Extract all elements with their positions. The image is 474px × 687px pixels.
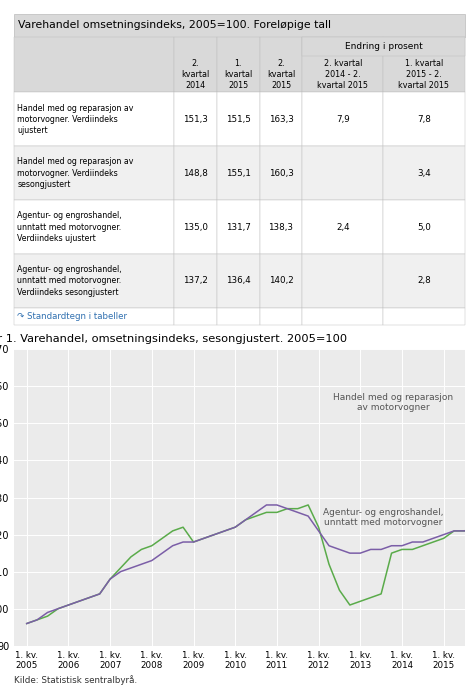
Bar	[14, 37, 174, 92]
Bar	[14, 308, 174, 325]
Text: Kilde: Statistisk sentralbyrå.: Kilde: Statistisk sentralbyrå.	[14, 675, 137, 685]
Bar	[383, 37, 465, 92]
Bar	[14, 92, 174, 146]
Bar	[260, 92, 302, 146]
Text: 2. kvartal
2014 - 2.
kvartal 2015: 2. kvartal 2014 - 2. kvartal 2015	[318, 58, 368, 90]
Bar	[174, 200, 217, 254]
Bar	[383, 254, 465, 308]
Bar	[174, 146, 217, 200]
Bar	[302, 254, 383, 308]
Text: 135,0: 135,0	[183, 223, 208, 232]
Bar	[302, 146, 383, 200]
Text: 138,3: 138,3	[269, 223, 293, 232]
Bar	[14, 200, 174, 254]
Text: Handel med og reparasjon av
motorvogner. Verdiindeks
sesongjustert: Handel med og reparasjon av motorvogner.…	[18, 157, 134, 189]
Bar	[217, 37, 260, 92]
Text: Varehandel omsetningsindeks, 2005=100. Foreløpige tall: Varehandel omsetningsindeks, 2005=100. F…	[18, 21, 331, 30]
Bar	[14, 146, 174, 200]
Bar	[174, 254, 217, 308]
Text: 151,5: 151,5	[226, 115, 251, 124]
Text: 131,7: 131,7	[226, 223, 251, 232]
Text: Endring i prosent: Endring i prosent	[345, 42, 422, 52]
Bar	[383, 146, 465, 200]
Bar	[14, 14, 465, 37]
Bar	[383, 200, 465, 254]
Text: 3,4: 3,4	[417, 168, 431, 177]
Text: 137,2: 137,2	[183, 276, 208, 285]
Text: Handel med og reparasjon av
motorvogner. Verdiindeks
ujustert: Handel med og reparasjon av motorvogner.…	[18, 104, 134, 135]
Bar	[260, 308, 302, 325]
Text: 2,8: 2,8	[417, 276, 431, 285]
Text: Agentur- og engroshandel,
unntatt med motorvogner.
Verdiindeks sesongjustert: Agentur- og engroshandel, unntatt med mo…	[18, 265, 122, 297]
Bar	[14, 254, 174, 308]
Bar	[260, 254, 302, 308]
Bar	[217, 308, 260, 325]
Text: 136,4: 136,4	[226, 276, 251, 285]
Text: 7,8: 7,8	[417, 115, 431, 124]
Text: 155,1: 155,1	[226, 168, 251, 177]
Bar	[217, 146, 260, 200]
Text: ↷ Standardtegn i tabeller: ↷ Standardtegn i tabeller	[18, 312, 128, 321]
Bar	[260, 200, 302, 254]
Text: 7,9: 7,9	[336, 115, 350, 124]
Bar	[302, 200, 383, 254]
Bar	[302, 37, 383, 92]
Text: 2.
kvartal
2015: 2. kvartal 2015	[267, 58, 295, 90]
Text: 2,4: 2,4	[336, 223, 350, 232]
Text: 1.
kvartal
2015: 1. kvartal 2015	[224, 58, 252, 90]
Bar	[302, 308, 383, 325]
Bar	[174, 92, 217, 146]
Bar	[302, 37, 465, 56]
Text: 140,2: 140,2	[269, 276, 293, 285]
Bar	[217, 92, 260, 146]
Bar	[217, 200, 260, 254]
Text: Handel med og reparasjon
av motorvogner: Handel med og reparasjon av motorvogner	[333, 393, 453, 412]
Bar	[383, 92, 465, 146]
Text: 2.
kvartal
2014: 2. kvartal 2014	[182, 58, 210, 90]
Bar	[174, 37, 217, 92]
Bar	[383, 308, 465, 325]
Text: 160,3: 160,3	[269, 168, 293, 177]
Text: Agentur- og engroshandel,
unntatt med motorvogner: Agentur- og engroshandel, unntatt med mo…	[323, 508, 443, 528]
Bar	[260, 146, 302, 200]
Text: Agentur- og engroshandel,
unntatt med motorvogner.
Verdiindeks ujustert: Agentur- og engroshandel, unntatt med mo…	[18, 212, 122, 243]
Text: Figur 1. Varehandel, omsetningsindeks, sesongjustert. 2005=100: Figur 1. Varehandel, omsetningsindeks, s…	[0, 335, 347, 344]
Bar	[302, 92, 383, 146]
Text: 151,3: 151,3	[183, 115, 208, 124]
Text: 1. kvartal
2015 - 2.
kvartal 2015: 1. kvartal 2015 - 2. kvartal 2015	[399, 58, 449, 90]
Bar	[217, 254, 260, 308]
Text: 163,3: 163,3	[269, 115, 293, 124]
Bar	[260, 37, 302, 92]
Text: 148,8: 148,8	[183, 168, 208, 177]
Text: 5,0: 5,0	[417, 223, 431, 232]
Bar	[174, 308, 217, 325]
